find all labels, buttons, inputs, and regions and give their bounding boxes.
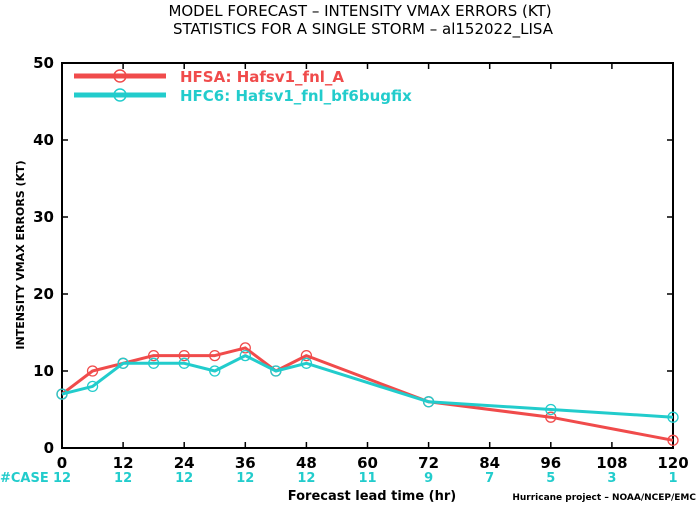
x-tick-label: 72 bbox=[418, 454, 439, 472]
case-count: 5 bbox=[546, 471, 555, 486]
data-point bbox=[86, 380, 99, 393]
data-point bbox=[117, 357, 129, 369]
legend-marker bbox=[113, 88, 127, 102]
case-count: 12 bbox=[236, 471, 254, 486]
data-point bbox=[147, 357, 160, 369]
case-count: 12 bbox=[297, 471, 315, 486]
legend-marker bbox=[113, 69, 127, 83]
x-tick-label: 48 bbox=[296, 454, 317, 472]
case-count: 7 bbox=[485, 471, 494, 486]
data-point bbox=[667, 411, 679, 423]
x-tick-label: 120 bbox=[657, 454, 688, 472]
credit-text: Hurricane project – NOAA/NCEP/EMC bbox=[512, 493, 696, 503]
case-count: 12 bbox=[114, 471, 132, 486]
x-tick-label: 36 bbox=[235, 454, 256, 472]
chart-subtitle: STATISTICS FOR A SINGLE STORM – al152022… bbox=[173, 20, 554, 39]
y-tick-label: 10 bbox=[33, 362, 54, 380]
legend-label: HFSA: Hafsv1_fnl_A bbox=[180, 68, 344, 86]
y-tick-label: 0 bbox=[44, 439, 54, 457]
chart-title: MODEL FORECAST – INTENSITY VMAX ERRORS (… bbox=[168, 2, 551, 20]
data-point bbox=[178, 349, 190, 362]
case-count: 12 bbox=[53, 471, 71, 486]
data-point bbox=[239, 342, 251, 354]
data-point bbox=[300, 349, 313, 362]
x-tick-label: 12 bbox=[113, 454, 134, 472]
y-axis-label: INTENSITY VMAX ERRORS (KT) bbox=[14, 160, 27, 349]
x-tick-label: 96 bbox=[540, 454, 561, 472]
series-1 bbox=[56, 342, 679, 446]
y-tick-label: 40 bbox=[33, 131, 54, 149]
case-count: 11 bbox=[358, 471, 376, 486]
data-point bbox=[147, 349, 160, 362]
data-point bbox=[300, 357, 313, 369]
y-tick-label: 30 bbox=[33, 208, 54, 226]
plot-frame bbox=[61, 62, 674, 449]
y-axis-ticks: 0 10 20 30 40 50 bbox=[33, 54, 673, 457]
y-tick-label: 20 bbox=[33, 285, 54, 303]
case-count: 9 bbox=[424, 471, 433, 486]
y-tick-label: 50 bbox=[33, 54, 54, 72]
data-point bbox=[178, 357, 190, 369]
data-point bbox=[239, 349, 251, 362]
data-point bbox=[56, 388, 68, 400]
x-axis-label: Forecast lead time (hr) bbox=[288, 489, 456, 504]
x-tick-label: 60 bbox=[357, 454, 378, 472]
case-count: 12 bbox=[175, 471, 193, 486]
data-point bbox=[270, 365, 282, 377]
case-count: 3 bbox=[607, 471, 616, 486]
case-count: 1 bbox=[668, 471, 677, 486]
data-point bbox=[209, 365, 221, 377]
data-point bbox=[209, 349, 221, 362]
series-layer bbox=[56, 342, 679, 446]
case-counts-row: 12 12 12 12 12 11 9 7 5 3 1 bbox=[53, 471, 678, 486]
x-tick-label: 108 bbox=[596, 454, 627, 472]
case-label: #CASE bbox=[0, 471, 49, 486]
x-tick-label: 24 bbox=[174, 454, 195, 472]
x-axis-ticks: 0 12 24 36 48 60 72 84 96 108 120 bbox=[57, 63, 689, 472]
data-point bbox=[545, 403, 557, 416]
legend-label: HFC6: Hafsv1_fnl_bf6bugfix bbox=[180, 87, 412, 105]
data-point bbox=[422, 396, 435, 408]
series-line bbox=[61, 354, 674, 419]
x-tick-label: 84 bbox=[479, 454, 500, 472]
plot-area bbox=[61, 62, 674, 449]
series-line bbox=[61, 346, 674, 442]
data-point bbox=[86, 365, 99, 377]
series-2 bbox=[56, 349, 679, 423]
data-point bbox=[667, 434, 679, 446]
x-tick-label: 0 bbox=[57, 454, 67, 472]
data-point bbox=[545, 411, 557, 423]
